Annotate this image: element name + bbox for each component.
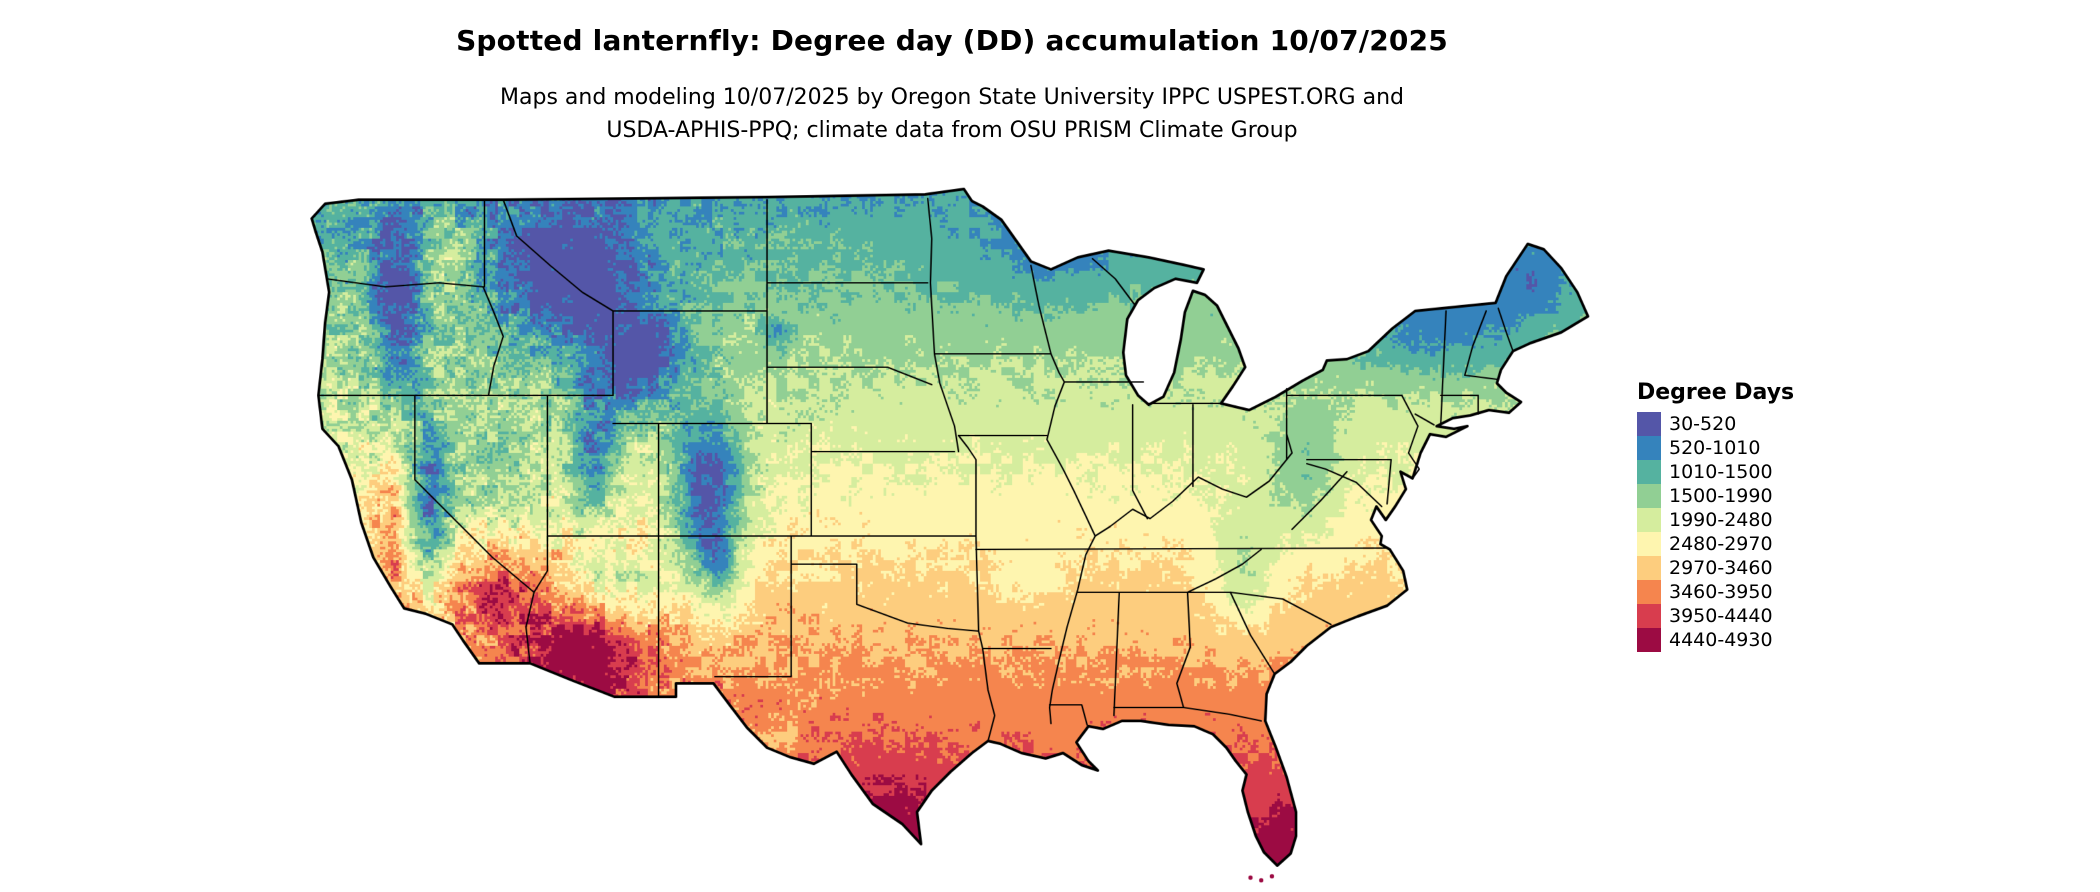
legend-swatch — [1637, 460, 1661, 484]
legend-label: 2970-3460 — [1669, 557, 1773, 579]
legend-entry: 520-1010 — [1637, 436, 1794, 460]
legend-entry: 3460-3950 — [1637, 580, 1794, 604]
legend-label: 3460-3950 — [1669, 581, 1773, 603]
legend-entry: 3950-4440 — [1637, 604, 1794, 628]
legend-swatch — [1637, 412, 1661, 436]
legend-swatch — [1637, 508, 1661, 532]
legend-label: 3950-4440 — [1669, 605, 1773, 627]
legend-entry: 2480-2970 — [1637, 532, 1794, 556]
legend-entry: 1500-1990 — [1637, 484, 1794, 508]
map-subtitle-line2: USDA-APHIS-PPQ; climate data from OSU PR… — [606, 118, 1298, 143]
legend-entry: 30-520 — [1637, 412, 1794, 436]
map-subtitle-line1: Maps and modeling 10/07/2025 by Oregon S… — [500, 85, 1404, 110]
legend-swatch — [1637, 604, 1661, 628]
legend-swatch — [1637, 436, 1661, 460]
legend-label: 30-520 — [1669, 413, 1737, 435]
legend-swatch — [1637, 628, 1661, 652]
legend-swatch — [1637, 556, 1661, 580]
map-title: Spotted lanternfly: Degree day (DD) accu… — [456, 24, 1448, 57]
legend-entry: 1990-2480 — [1637, 508, 1794, 532]
legend-swatch — [1637, 484, 1661, 508]
legend-entry: 1010-1500 — [1637, 460, 1794, 484]
us-degree-day-map — [305, 185, 1596, 887]
legend-entry: 4440-4930 — [1637, 628, 1794, 652]
legend-label: 4440-4930 — [1669, 629, 1773, 651]
legend-label: 520-1010 — [1669, 437, 1761, 459]
legend-entry: 2970-3460 — [1637, 556, 1794, 580]
legend-label: 2480-2970 — [1669, 533, 1773, 555]
legend-swatch — [1637, 532, 1661, 556]
legend-label: 1500-1990 — [1669, 485, 1773, 507]
legend-label: 1010-1500 — [1669, 461, 1773, 483]
legend-swatch — [1637, 580, 1661, 604]
degree-days-legend: Degree Days 30-520 520-1010 1010-1500 1500-… — [1637, 380, 1794, 652]
legend-label: 1990-2480 — [1669, 509, 1773, 531]
legend-entries: 30-520 520-1010 1010-1500 1500-1990 1990-248… — [1637, 412, 1794, 652]
legend-title: Degree Days — [1637, 380, 1795, 405]
